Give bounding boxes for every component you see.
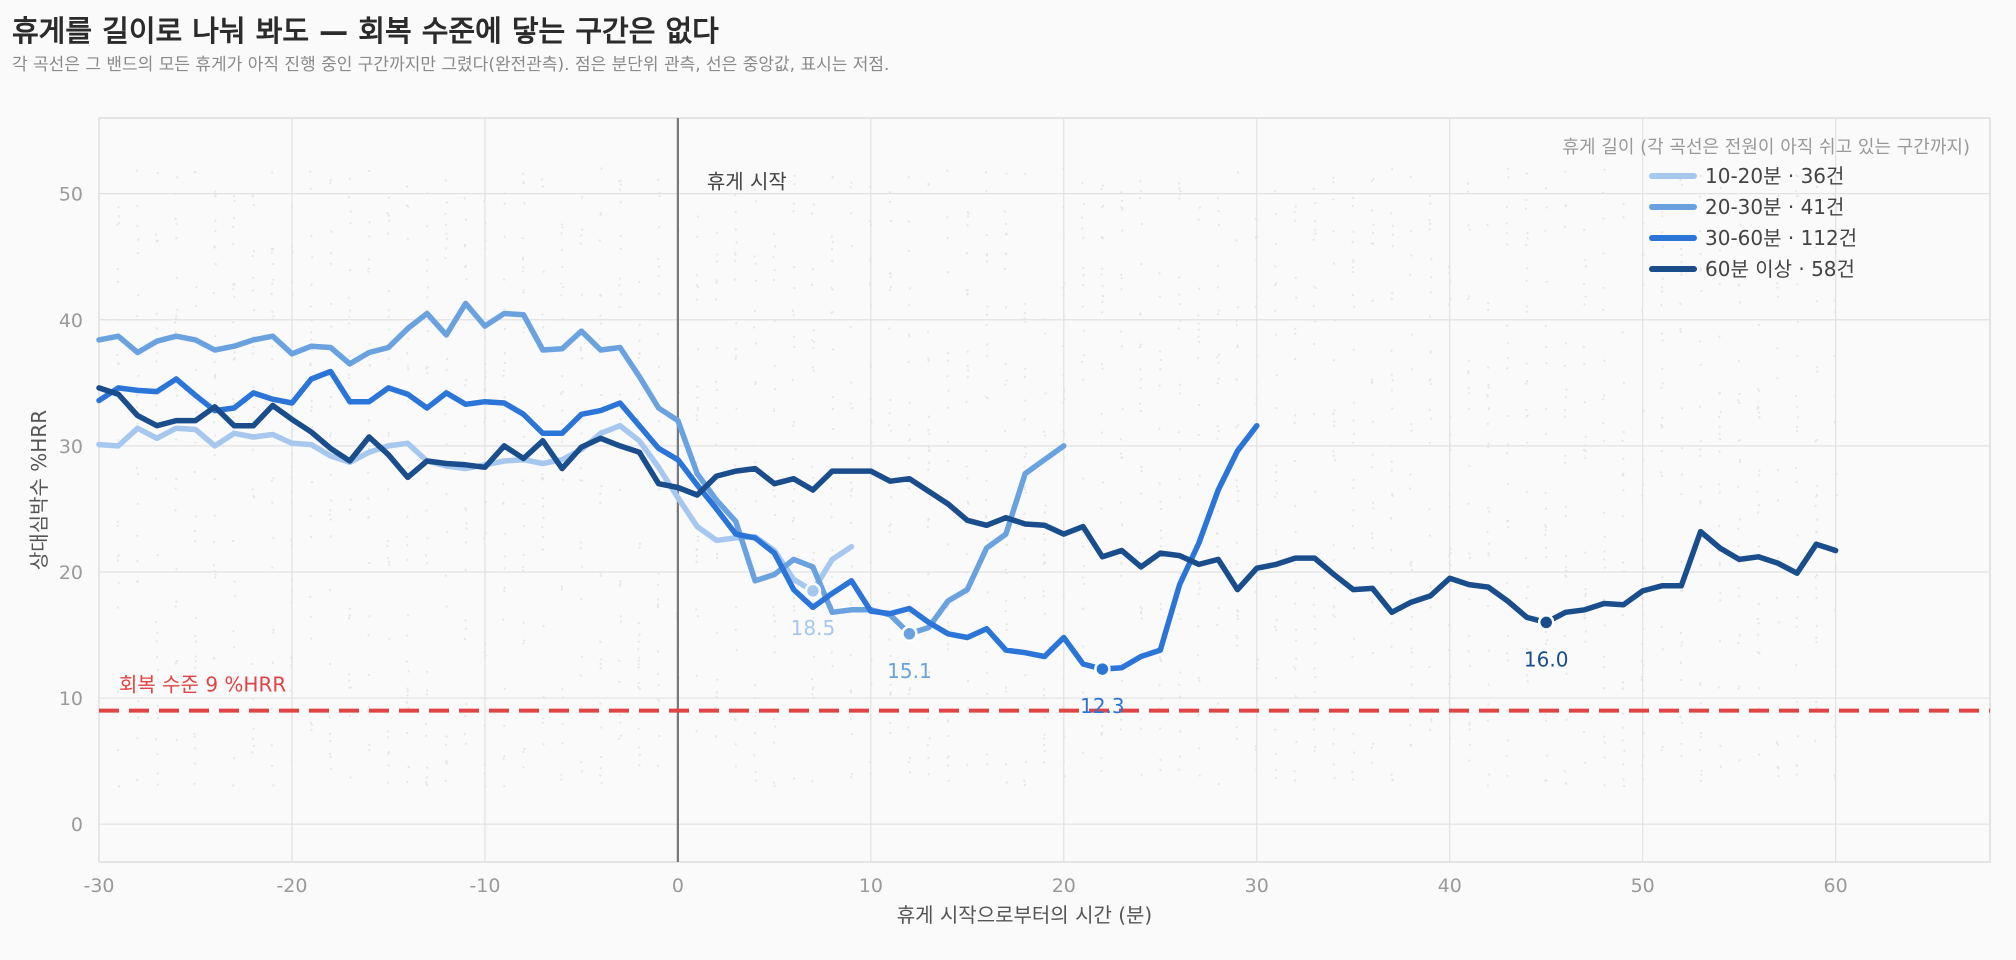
series-line-3 — [96, 368, 1260, 672]
y-tick-label: 20 — [59, 562, 83, 584]
x-tick-label: 10 — [859, 875, 883, 897]
x-tick-label: 30 — [1245, 875, 1269, 897]
x-tick-label: -30 — [83, 875, 114, 897]
legend-title: 휴게 길이 (각 곡선은 전원이 아직 쉬고 있는 구간까지) — [1562, 137, 1970, 158]
min-label-4: 16.0 — [1524, 647, 1569, 671]
legend-label-3: 30-60분 · 112건 — [1705, 226, 1857, 250]
break-start-label: 휴게 시작 — [707, 170, 787, 194]
y-tick-label: 0 — [71, 814, 83, 836]
min-marker-3 — [1094, 660, 1111, 678]
min-label-2: 15.1 — [887, 659, 932, 683]
min-label-1: 18.5 — [791, 616, 836, 640]
series-line-2 — [96, 300, 1067, 637]
y-axis-label: 상대심박수 %HRR — [27, 410, 51, 570]
legend-label-2: 20-30분 · 41건 — [1705, 195, 1844, 219]
x-tick-label: 60 — [1824, 875, 1848, 897]
legend-label-4: 60분 이상 · 58건 — [1705, 257, 1855, 281]
plot-area — [98, 117, 1991, 863]
x-tick-label: -20 — [276, 875, 307, 897]
chart-title: 휴게를 길이로 나눠 봐도 — 회복 수준에 닿는 구간은 없다 — [12, 14, 719, 48]
recovery-threshold-label: 회복 수준 9 %HRR — [119, 673, 286, 697]
x-tick-label: -10 — [469, 875, 500, 897]
min-marker-2 — [901, 625, 918, 643]
min-label-3: 12.3 — [1080, 694, 1125, 718]
min-marker-1 — [804, 582, 822, 600]
min-marker-4 — [1537, 614, 1555, 631]
y-tick-label: 30 — [59, 436, 83, 458]
legend: 휴게 길이 (각 곡선은 전원이 아직 쉬고 있는 구간까지) 10-20분 · … — [1562, 137, 1970, 281]
x-axis-label: 휴게 시작으로부터의 시간 (분) — [897, 903, 1152, 927]
legend-label-1: 10-20분 · 36건 — [1705, 164, 1844, 188]
x-tick-label: 40 — [1438, 875, 1462, 897]
x-tick-label: 50 — [1631, 875, 1655, 897]
x-tick-label: 0 — [672, 875, 684, 897]
x-tick-label: 20 — [1052, 875, 1076, 897]
chart-subtitle: 각 곡선은 그 밴드의 모든 휴게가 아직 진행 중인 구간까지만 그렸다(완전… — [12, 55, 890, 75]
y-tick-label: 50 — [59, 184, 83, 206]
y-tick-label: 10 — [59, 688, 83, 710]
y-tick-label: 40 — [59, 310, 83, 332]
